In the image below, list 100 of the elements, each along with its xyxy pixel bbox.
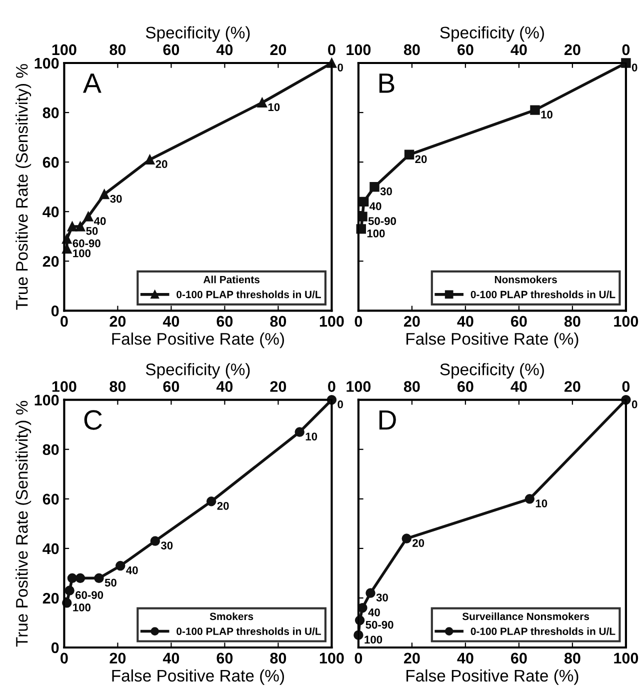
x-tick-label: 0 [354, 316, 362, 327]
x-axis-title: False Positive Rate (%) [406, 332, 578, 348]
x2-tick-label: 80 [110, 44, 126, 56]
x-tick-label: 0 [354, 652, 362, 664]
x2-tick-label: 20 [270, 44, 286, 56]
x2-tick-label: 40 [216, 381, 233, 392]
y-tick-label: 80 [42, 444, 59, 456]
annotation: 30 [160, 542, 173, 550]
annotation: C [84, 410, 102, 430]
x-axis-title: False Positive Rate (%) [112, 669, 284, 685]
x-tick-label: 0 [60, 652, 68, 664]
legend-label: 0-100 PLAP thresholds in U/L [470, 290, 616, 298]
x-tick-label: 40 [162, 316, 180, 327]
annotation: 40 [368, 608, 380, 616]
annotation: 20 [412, 539, 424, 547]
x-tick-label: 20 [404, 652, 420, 664]
annotation: 50 [86, 227, 98, 235]
y-tick-label: 100 [34, 58, 59, 69]
legend-label: 0-100 PLAP thresholds in U/L [470, 627, 616, 636]
x-tick-label: 100 [320, 316, 344, 327]
x2-tick-label: 80 [110, 381, 126, 392]
x-tick-label: 80 [564, 316, 580, 327]
x-tick-label: 100 [614, 652, 638, 664]
annotation: 100 [73, 603, 91, 612]
x2-tick-label: 100 [346, 44, 371, 56]
annotation: 100 [73, 249, 91, 258]
x-tick-label: 60 [216, 316, 233, 327]
x-tick-label: 20 [110, 316, 126, 327]
x-axis-title: False Positive Rate (%) [406, 669, 578, 685]
x2-tick-label: 60 [163, 44, 180, 56]
x2-tick-label: 20 [564, 44, 580, 56]
x2-tick-label: 60 [458, 44, 474, 56]
x2-tick-label: 80 [404, 44, 420, 56]
x-tick-label: 60 [511, 316, 527, 327]
annotation: 0 [632, 64, 638, 72]
y-axis-title: True Positive Rate (Sensitivity) % [16, 400, 32, 647]
y-tick-label: 40 [42, 206, 59, 218]
annotation: 10 [306, 432, 318, 440]
x2-tick-label: 60 [458, 381, 474, 392]
x2-tick-label: 40 [510, 381, 527, 392]
x2-tick-label: 20 [270, 381, 286, 392]
annotation: 40 [370, 202, 382, 210]
legend-label: 0-100 PLAP thresholds in U/L [176, 290, 321, 298]
y-tick-label: 100 [34, 394, 59, 406]
x2-tick-label: 40 [216, 44, 233, 56]
x-tick-label: 80 [564, 652, 580, 664]
x-tick-label: 80 [270, 652, 286, 664]
x2-axis-title: Specificity (%) [440, 26, 544, 42]
x2-tick-label: 20 [564, 381, 580, 392]
legend-title: Nonsmokers [494, 276, 557, 284]
annotation: 50 [104, 578, 116, 587]
x2-axis-title: Specificity (%) [146, 26, 250, 42]
annotation: 10 [536, 499, 548, 508]
annotation: 20 [217, 502, 229, 510]
x-tick-label: 20 [110, 652, 126, 664]
annotation: 100 [364, 636, 382, 644]
x-tick-label: 40 [457, 316, 474, 327]
x-tick-label: 100 [320, 652, 344, 664]
annotation: 50-90 [368, 217, 396, 225]
x-tick-label: 80 [270, 316, 286, 327]
legend-label: 0-100 PLAP thresholds in U/L [176, 627, 321, 636]
annotation: 0 [338, 400, 343, 408]
legend-title: Surveillance Nonsmokers [462, 612, 590, 620]
x2-axis-title: Specificity (%) [440, 363, 544, 379]
x2-tick-label: 100 [346, 381, 371, 392]
annotation: 100 [367, 230, 385, 238]
annotation: D [379, 410, 396, 430]
x-tick-label: 60 [511, 652, 527, 664]
x-tick-label: 0 [60, 316, 68, 327]
annotation: 40 [94, 217, 106, 225]
x-tick-label: 100 [614, 316, 638, 327]
y-tick-label: 40 [42, 543, 59, 554]
y-tick-label: 0 [51, 642, 59, 654]
x-tick-label: 40 [457, 652, 474, 664]
annotation: 10 [541, 110, 552, 118]
x2-axis-title: Specificity (%) [146, 363, 250, 379]
x-tick-label: 20 [404, 316, 420, 327]
x2-tick-label: 0 [328, 44, 336, 56]
annotation: 0 [632, 400, 638, 408]
y-tick-label: 20 [42, 256, 59, 267]
annotation: 30 [380, 187, 392, 196]
y-tick-label: 80 [42, 107, 59, 118]
x2-tick-label: 0 [622, 381, 630, 392]
x2-tick-label: 0 [328, 381, 336, 392]
x2-tick-label: 80 [404, 381, 420, 392]
y-tick-label: 60 [42, 494, 59, 505]
annotation: 30 [376, 594, 388, 602]
y-tick-label: 0 [51, 306, 59, 316]
x2-tick-label: 60 [163, 381, 180, 392]
annotation: 20 [156, 160, 168, 168]
annotation: 30 [110, 194, 122, 203]
annotation: 0 [338, 64, 343, 72]
annotation: A [82, 74, 102, 93]
x-tick-label: 40 [162, 652, 180, 664]
annotation: 50-90 [366, 620, 394, 629]
x-axis-title: False Positive Rate (%) [112, 332, 284, 348]
y-tick-label: 20 [42, 592, 59, 604]
annotation: B [379, 74, 394, 93]
y-axis-title: True Positive Rate (Sensitivity) % [16, 64, 32, 310]
annotation: 40 [126, 566, 138, 574]
